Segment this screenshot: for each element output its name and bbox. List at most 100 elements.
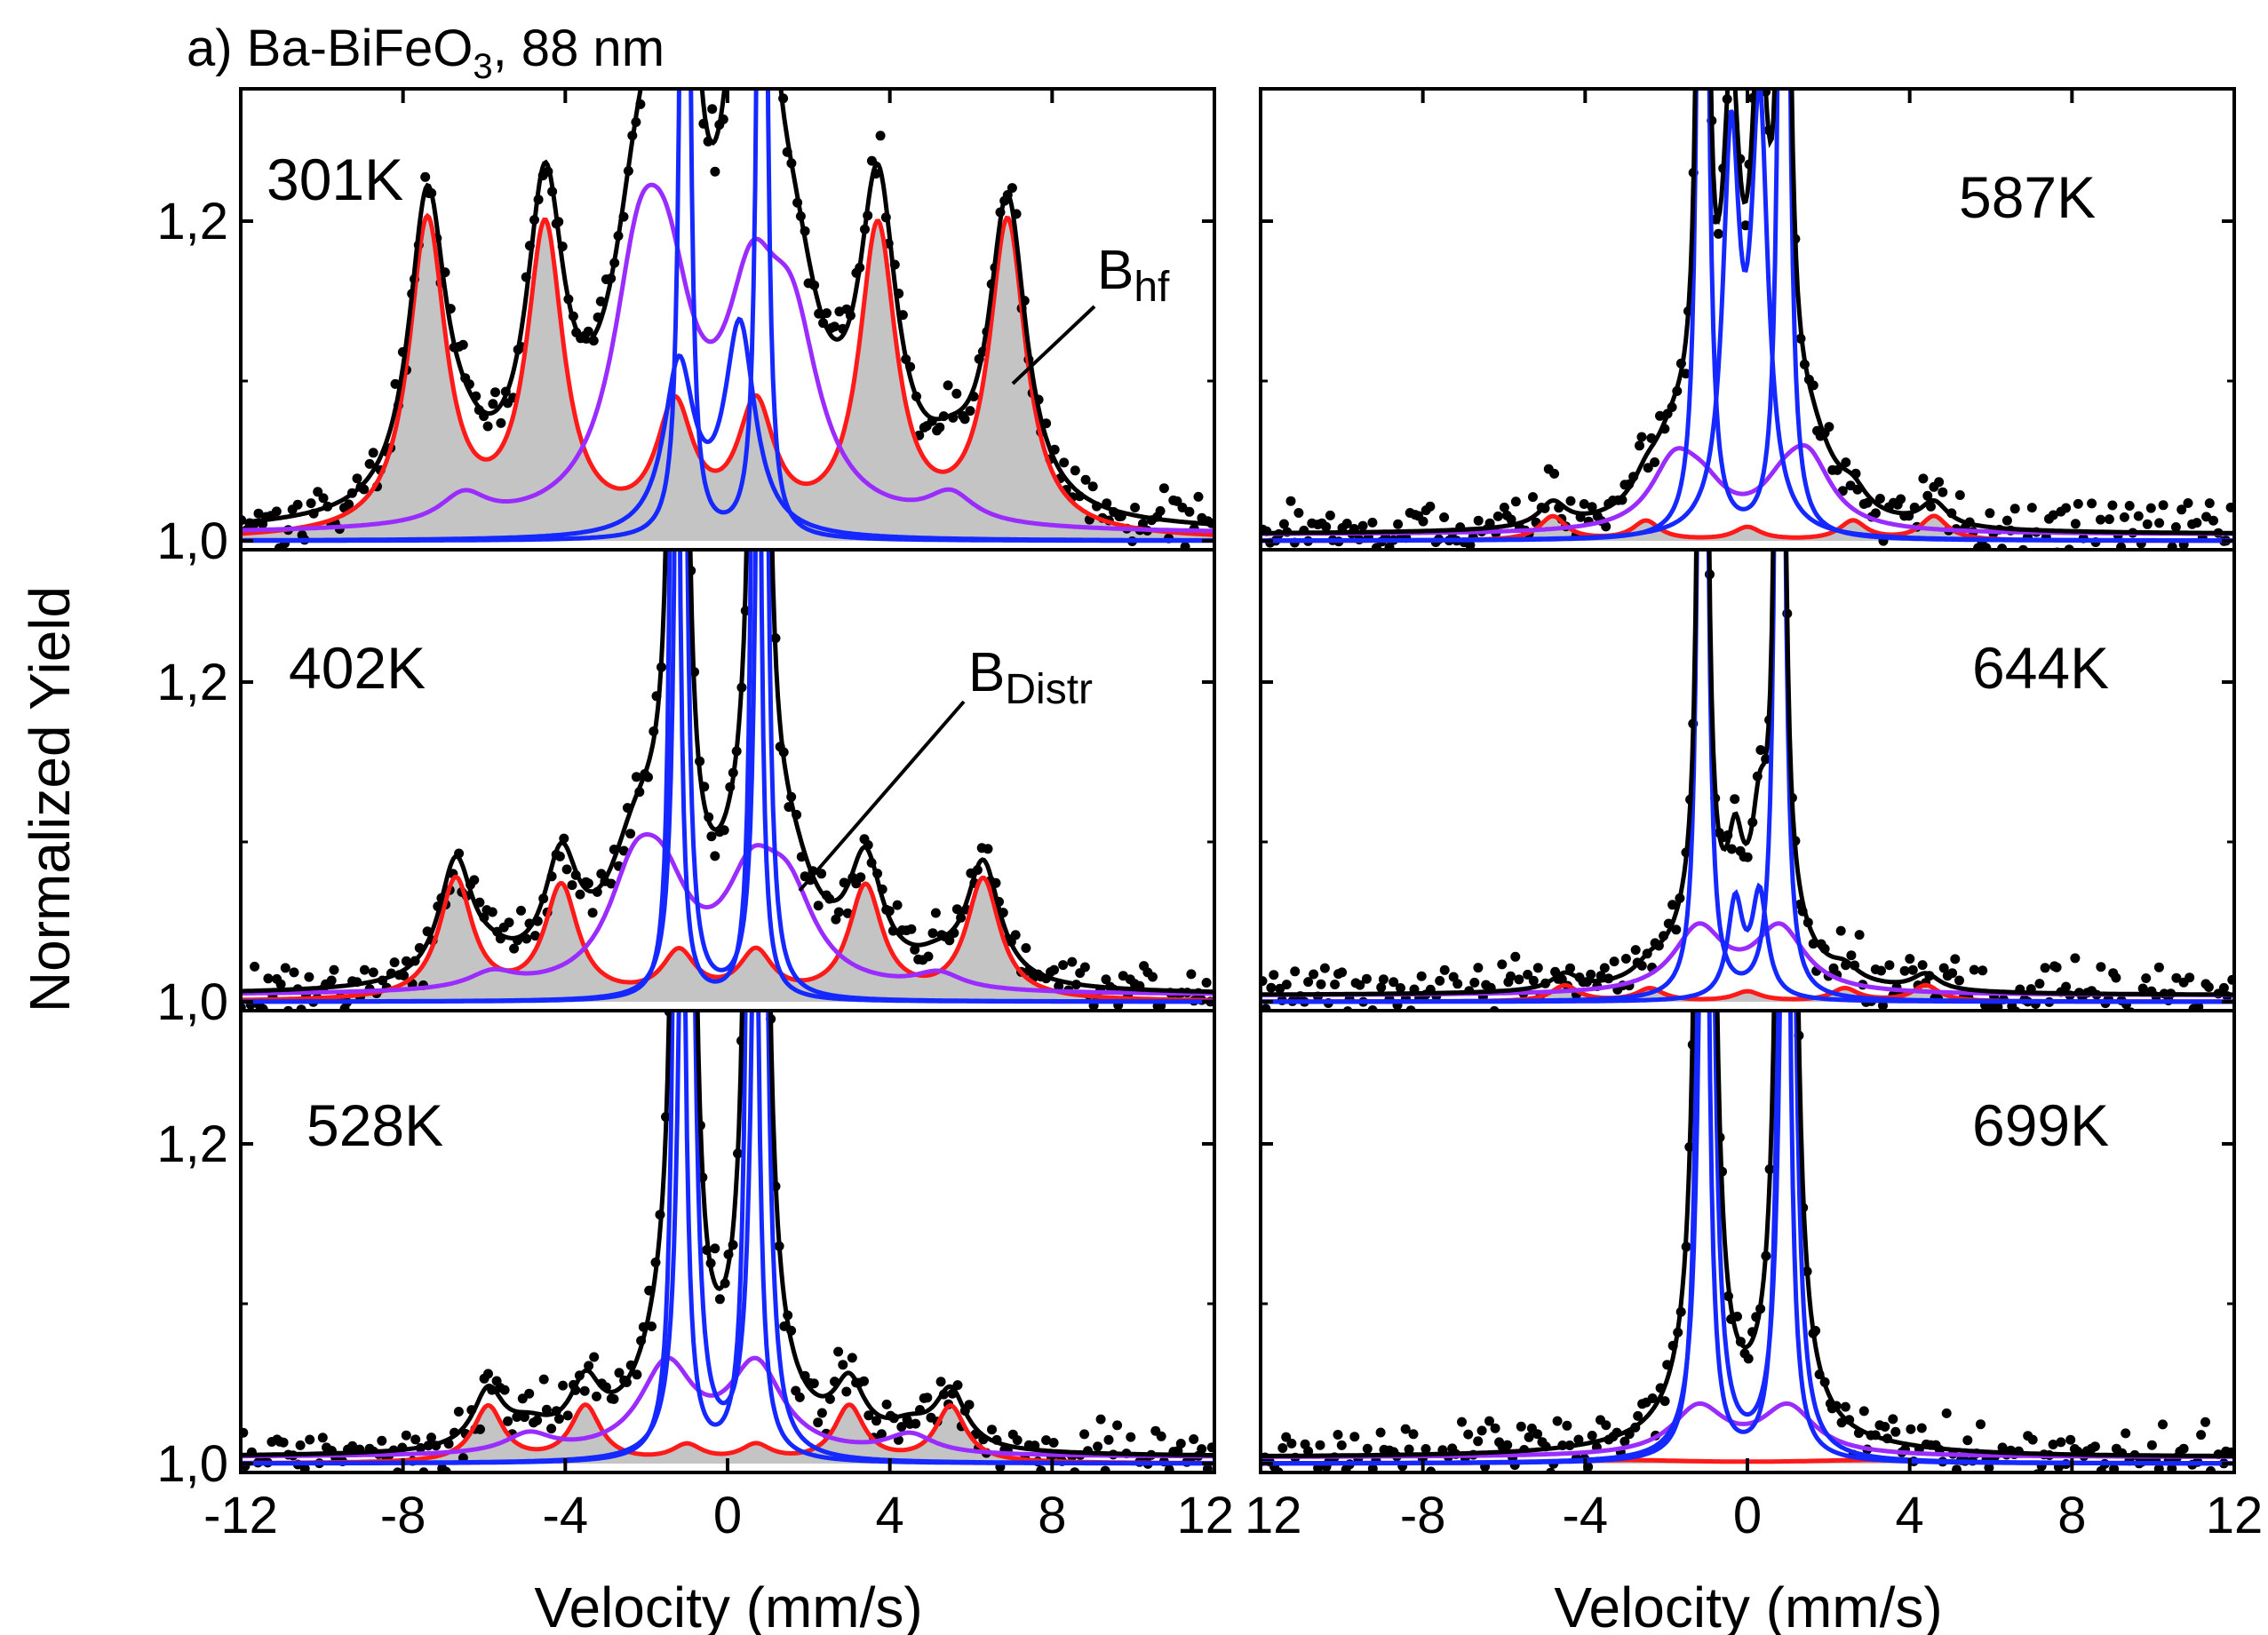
xtick-label: 8 (1038, 1487, 1066, 1544)
panel-301K (241, 3, 1214, 550)
data-point (1315, 1440, 1325, 1450)
xtick-label: 4 (876, 1487, 904, 1544)
data-point (1492, 511, 1503, 521)
data-point (2163, 565, 2173, 575)
data-point (488, 399, 498, 409)
data-point (579, 1385, 590, 1396)
data-point (1586, 969, 1596, 980)
xtick-label: -12 (203, 1487, 278, 1544)
data-point (855, 872, 866, 883)
data-point (1285, 496, 1296, 506)
data-point (1473, 963, 1484, 973)
data-point (587, 908, 598, 918)
data-point (1396, 983, 1405, 993)
data-point (364, 458, 375, 469)
data-point (1532, 1429, 1543, 1440)
data-point (2176, 504, 2187, 515)
data-point (1357, 520, 1368, 531)
xtick-label: 0 (1733, 1487, 1762, 1544)
panel-402K (241, 60, 1214, 1011)
data-point (1130, 503, 1141, 512)
data-point (2130, 1018, 2140, 1028)
data-point (714, 1294, 725, 1305)
data-point (562, 1410, 573, 1421)
data-point (749, 60, 759, 69)
total-fit-528K (241, 1011, 1214, 1458)
data-point (2171, 972, 2182, 983)
data-point (653, 3, 663, 12)
data-point (1858, 1406, 1869, 1417)
doublet-curve-644K-1 (1261, 550, 2234, 1004)
data-point (1202, 1464, 1213, 1472)
data-point (2141, 973, 2152, 983)
data-point (1336, 1440, 1347, 1450)
data-point (2096, 962, 2106, 972)
data-point (1552, 1416, 1563, 1426)
data-point (530, 931, 540, 941)
data-point (1158, 483, 1169, 494)
bhf-arrow (1011, 305, 1096, 385)
data-point (1516, 1421, 1526, 1432)
data-point (1896, 494, 1906, 504)
data-point (1041, 1435, 1052, 1446)
data-point (829, 321, 840, 332)
data-point (2070, 519, 2081, 529)
data-point (1742, 852, 1753, 862)
data-point (1985, 1001, 1996, 1011)
data-point (347, 1441, 358, 1451)
xtick-label: 0 (713, 1487, 742, 1544)
data-point (2098, 566, 2108, 575)
data-point (1888, 1414, 1898, 1425)
xtick-label: 4 (1896, 1487, 1924, 1544)
data-point (313, 487, 323, 497)
data-point (1281, 980, 1292, 990)
data-point (842, 908, 853, 918)
data-point (1193, 491, 1204, 502)
data-point (575, 889, 585, 900)
data-point (1389, 977, 1399, 988)
data-point (2065, 1434, 2076, 1445)
data-point (1502, 1440, 1513, 1450)
data-point (2133, 511, 2144, 521)
data-point (1164, 1464, 1174, 1472)
data-point (1118, 1477, 1127, 1487)
right-column-frame (1259, 87, 2236, 1474)
data-point (1112, 1420, 1123, 1431)
doublet-curve-402K-1 (241, 550, 1214, 1004)
data-point (241, 1427, 249, 1438)
data-point (1372, 1014, 1381, 1024)
data-point (1303, 977, 1314, 988)
data-point (1048, 1438, 1059, 1448)
data-point (1054, 981, 1064, 991)
data-point (930, 908, 941, 918)
data-point (1361, 973, 1372, 984)
data-point (509, 943, 520, 954)
data-point (632, 1369, 642, 1380)
data-point (911, 1418, 921, 1429)
data-point (1281, 1432, 1292, 1442)
data-point (1659, 1396, 1670, 1407)
data-point (1870, 508, 1881, 519)
data-point (1499, 502, 1509, 512)
data-point (2107, 500, 2118, 511)
data-point (2175, 1019, 2184, 1028)
data-point (2111, 972, 2121, 983)
data-point (951, 388, 962, 399)
data-point (863, 1410, 874, 1421)
data-points-699K (1261, 1030, 2234, 1472)
sextet-curve-301K (241, 212, 1214, 537)
data-point (609, 1393, 619, 1404)
data-point (2056, 1437, 2066, 1448)
data-point (2203, 982, 2214, 992)
data-point (1313, 1463, 1324, 1472)
data-point (280, 963, 290, 973)
data-point (1309, 969, 1319, 980)
data-point (1016, 1477, 1026, 1487)
data-point (1175, 1439, 1186, 1448)
data-point (1985, 508, 1995, 519)
data-point (1770, 60, 1779, 69)
figure-title: a) Ba-BiFeO3, 88 nm (187, 20, 664, 86)
data-point (496, 417, 506, 428)
doublet-curve-587K-1 (1261, 89, 2234, 544)
data-point (596, 869, 607, 879)
